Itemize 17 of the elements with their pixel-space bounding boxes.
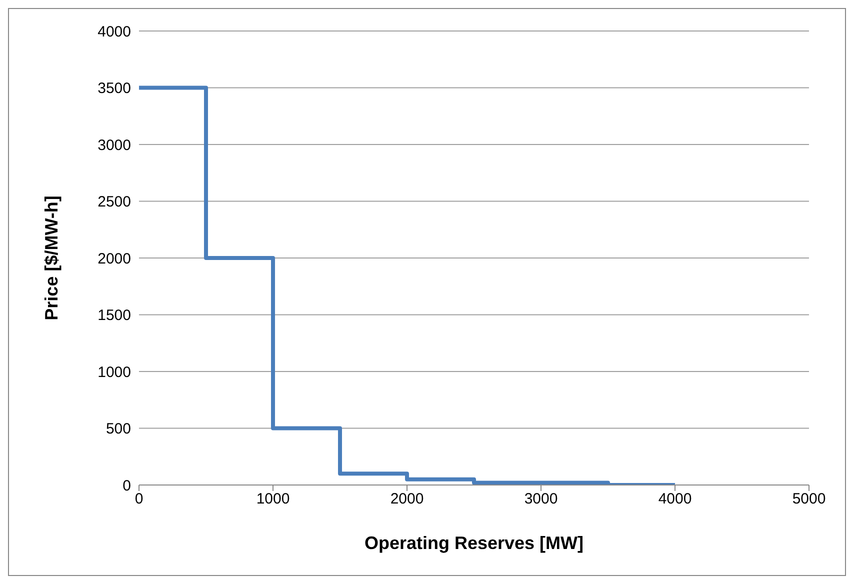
- x-tick-label: 3000: [524, 490, 558, 508]
- x-tick-label: 1000: [256, 490, 290, 508]
- x-tick-label: 5000: [792, 490, 826, 508]
- y-tick-label: 2500: [98, 194, 131, 211]
- x-tick-label: 0: [134, 490, 144, 508]
- x-axis-title: Operating Reserves [MW]: [364, 533, 584, 553]
- y-tick-label: 0: [122, 477, 131, 494]
- x-tick-label: 2000: [390, 490, 424, 508]
- x-tick-label: 4000: [658, 490, 692, 508]
- y-tick-label: 3000: [98, 136, 131, 154]
- y-tick-label: 2000: [98, 250, 131, 268]
- y-tick-label: 4000: [98, 23, 131, 40]
- y-axis-title: Price [$/MW-h]: [41, 196, 62, 320]
- y-tick-label: 1500: [98, 307, 131, 324]
- y-tick-label: 3500: [98, 80, 131, 98]
- y-tick-label: 500: [106, 420, 131, 438]
- y-tick-label: 1000: [98, 364, 131, 381]
